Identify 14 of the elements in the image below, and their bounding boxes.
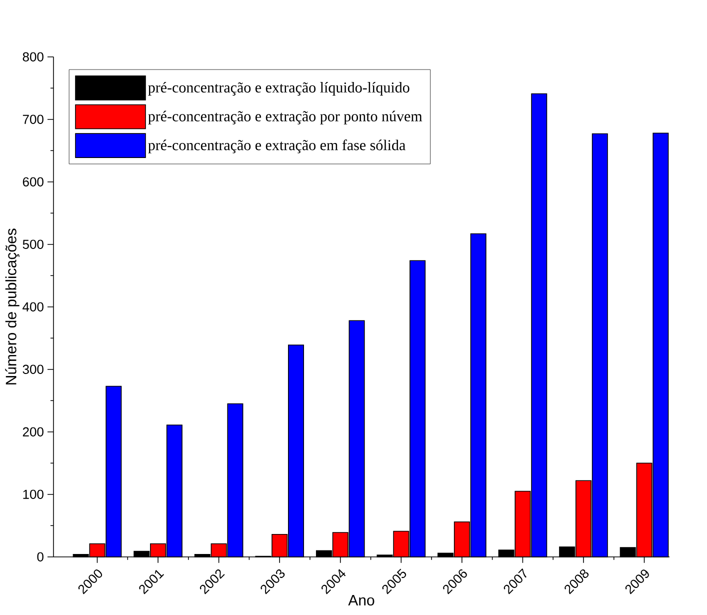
y-tick-label: 600	[22, 177, 44, 186]
legend-label: pré-concentração e extração por ponto núvem	[148, 110, 422, 124]
x-axis-title: Ano	[348, 595, 374, 606]
y-tick-label: 0	[37, 552, 44, 562]
y-tick-label: 800	[22, 52, 44, 62]
legend-label: pré-concentração e extração em fase sólida	[148, 140, 406, 154]
y-tick-label: 700	[22, 114, 44, 124]
y-tick-label: 400	[22, 302, 44, 312]
y-tick-label: 300	[22, 364, 44, 374]
y-tick-label: 100	[23, 490, 44, 499]
y-tick-label: 200	[22, 427, 44, 436]
legend-label: pré-concentração e extração líquido-líquido	[148, 82, 410, 96]
y-axis-title: Número de publicações	[5, 228, 20, 384]
y-tick-label: 500	[22, 240, 44, 249]
